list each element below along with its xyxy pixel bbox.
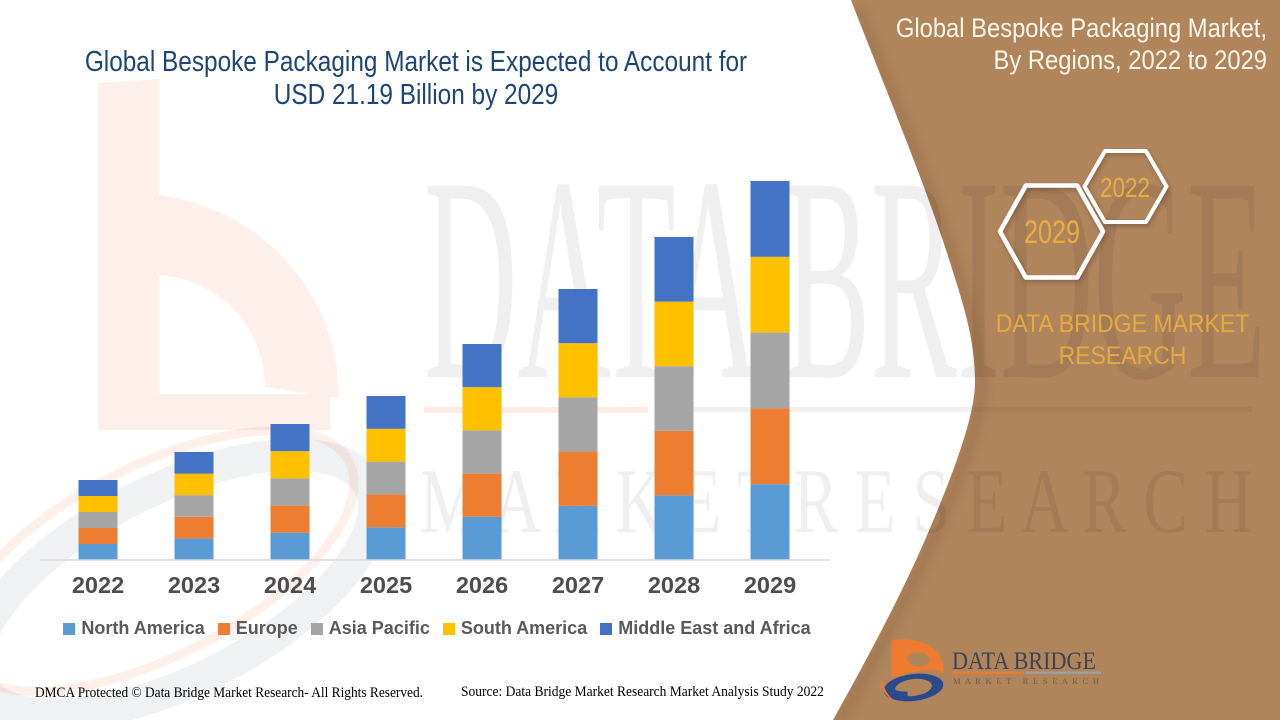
svg-text:M A R K E T R E S E A R C H: M A R K E T R E S E A R C H	[953, 676, 1099, 686]
svg-text:2028: 2028	[648, 572, 700, 598]
svg-text:2029: 2029	[744, 572, 796, 598]
svg-text:2024: 2024	[264, 572, 316, 598]
svg-text:2029: 2029	[1024, 214, 1080, 250]
svg-text:DATA BRIDGE: DATA BRIDGE	[952, 648, 1096, 675]
svg-text:2023: 2023	[168, 572, 220, 598]
svg-text:2027: 2027	[552, 572, 604, 598]
svg-text:2025: 2025	[360, 572, 412, 598]
svg-text:2022: 2022	[72, 572, 124, 598]
svg-text:2026: 2026	[456, 572, 508, 598]
svg-text:2022: 2022	[1100, 172, 1150, 203]
